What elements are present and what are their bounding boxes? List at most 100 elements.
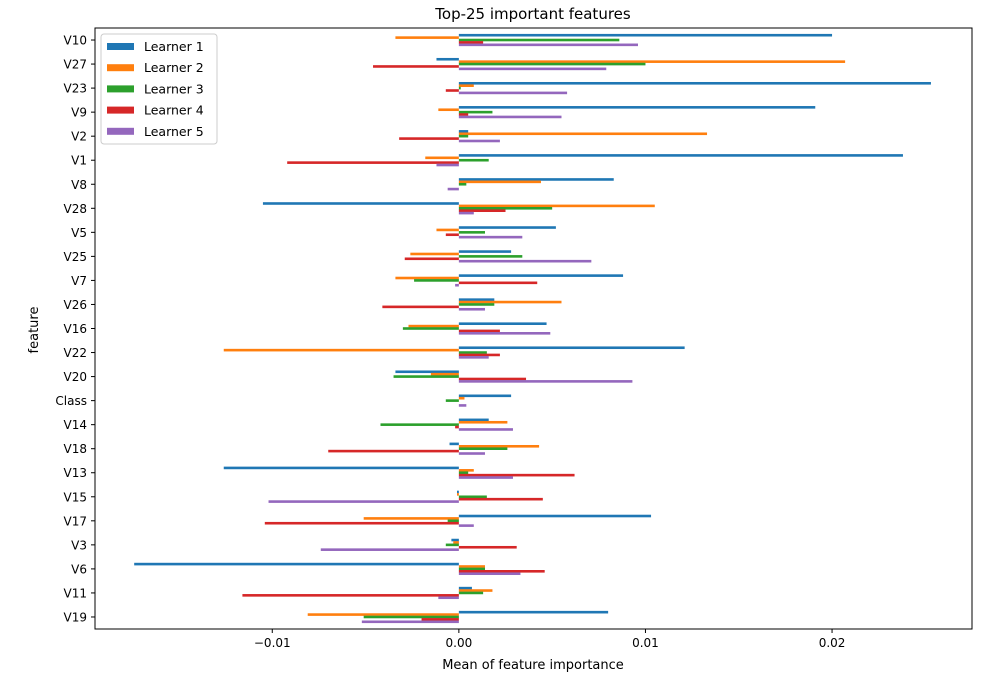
bar-v6-learner-2	[458, 565, 485, 568]
legend-label-learner-1: Learner 1	[144, 39, 204, 54]
y-tick-label: V19	[64, 610, 87, 624]
legend-swatch-learner-4	[107, 106, 134, 114]
y-tick-label: Class	[55, 394, 87, 408]
bar-v22-learner-1	[458, 346, 685, 350]
bar-v25-learner-2	[410, 252, 459, 256]
bar-v9-learner-1	[458, 106, 816, 109]
bar-v20-learner-4	[458, 377, 527, 381]
plot-area: V10 V27 V23 V9 V2 V1 V8 V28 V5 V25 V7 V26 V16 V22 V20 C…	[55, 27, 973, 650]
bar-v17-learner-5	[458, 524, 474, 527]
bar-v10-learner-3	[458, 38, 620, 42]
y-axis-title: feature	[27, 307, 42, 354]
legend: Learner 1 Learner 2 Learner 3 Learner 4 Lear…	[100, 33, 218, 145]
series-3	[363, 38, 646, 619]
bar-v28-learner-3	[458, 207, 553, 210]
bar-v8-learner-1	[458, 178, 614, 181]
x-tick-label: 0.02	[819, 636, 846, 650]
bar-v27-learner-5	[458, 67, 607, 71]
bar-v22-learner-5	[458, 356, 489, 359]
bar-v3-learner-3	[445, 543, 459, 547]
legend-swatch-learner-5	[107, 127, 134, 135]
bar-v11-learner-2	[458, 589, 493, 592]
bar-v1-learner-1	[458, 154, 903, 157]
bar-v9-learner-3	[458, 110, 493, 114]
bar-v18-learner-5	[458, 452, 485, 455]
bar-v23-learner-3	[458, 86, 461, 90]
bar-v11-learner-1	[458, 586, 472, 590]
bar-v2-learner-5	[458, 139, 500, 143]
bar-v2-learner-4	[399, 137, 459, 140]
bar-v17-learner-3	[447, 519, 459, 523]
bar-v28-learner-4	[458, 209, 506, 213]
y-tick-label: V14	[64, 418, 87, 432]
bar-v25-learner-5	[458, 259, 592, 263]
bar-v11-learner-3	[458, 591, 484, 595]
bar-v18-learner-4	[328, 449, 459, 453]
bar-v27-learner-2	[458, 60, 846, 63]
y-tick-label: V15	[64, 490, 87, 504]
bar-v17-learner-4	[264, 521, 459, 525]
y-tick-label: V7	[71, 274, 87, 288]
x-tick-label: 0.01	[632, 636, 659, 650]
bar-v1-learner-5	[436, 163, 459, 167]
bar-v6-learner-1	[134, 562, 459, 566]
bar-v6-learner-4	[458, 570, 545, 573]
bar-v5-learner-4	[445, 233, 459, 237]
legend-swatch-learner-2	[107, 64, 134, 72]
bar-class-learner-3	[445, 399, 459, 402]
bar-v26-learner-2	[458, 300, 562, 304]
bar-v10-learner-5	[458, 43, 638, 47]
bar-v3-learner-1	[451, 538, 459, 542]
bar-v28-learner-1	[262, 202, 459, 205]
bar-v14-learner-5	[458, 428, 513, 431]
bar-v13-learner-2	[458, 469, 474, 472]
bar-v20-learner-1	[395, 370, 459, 374]
bar-v17-learner-1	[458, 514, 652, 518]
bar-v10-learner-1	[458, 33, 833, 37]
bar-v23-learner-1	[458, 81, 931, 85]
bar-v2-learner-3	[458, 134, 469, 138]
bar-v3-learner-4	[458, 545, 517, 549]
bar-v6-learner-5	[458, 572, 521, 576]
bar-v13-learner-4	[458, 473, 575, 477]
y-tick-label: V8	[71, 178, 87, 192]
bar-v3-learner-5	[320, 548, 459, 551]
bar-v17-learner-2	[363, 517, 459, 520]
bar-v28-learner-2	[458, 204, 655, 208]
bar-v20-learner-2	[430, 372, 459, 376]
y-tick-label: V13	[64, 466, 87, 480]
bar-v1-learner-4	[287, 161, 459, 164]
bar-v25-learner-4	[404, 257, 459, 261]
legend-label-learner-4: Learner 4	[144, 103, 204, 118]
bar-v5-learner-2	[436, 228, 459, 232]
bar-v14-learner-1	[458, 418, 489, 422]
chart-title: Top-25 important features	[434, 5, 631, 23]
bar-v22-learner-2	[223, 348, 459, 352]
bar-v19-learner-4	[421, 618, 459, 621]
bar-v7-learner-3	[414, 279, 459, 282]
bar-v15-learner-1	[456, 490, 459, 494]
legend-label-learner-2: Learner 2	[144, 60, 204, 75]
x-tick-label: 0.00	[446, 636, 473, 650]
bar-v10-learner-2	[395, 36, 459, 39]
bar-v9-learner-5	[458, 115, 562, 119]
bar-v25-learner-1	[458, 250, 512, 253]
bar-v23-learner-5	[458, 91, 568, 95]
bar-v26-learner-4	[382, 305, 459, 309]
y-tick-label: V17	[64, 514, 87, 528]
y-tick-label: V1	[71, 154, 87, 168]
bar-v23-learner-2	[458, 84, 474, 87]
y-tick-label: V5	[71, 226, 87, 240]
bar-v2-learner-2	[458, 132, 708, 136]
series-5	[268, 43, 638, 624]
y-tick-label: V27	[64, 58, 87, 72]
y-tick-label: V6	[71, 562, 87, 576]
bar-v26-learner-5	[458, 307, 485, 311]
series-4	[242, 41, 575, 621]
bar-v15-learner-5	[268, 500, 459, 503]
bar-v14-learner-2	[458, 420, 508, 424]
bar-v16-learner-1	[458, 322, 547, 325]
bar-v3-learner-2	[453, 541, 459, 544]
